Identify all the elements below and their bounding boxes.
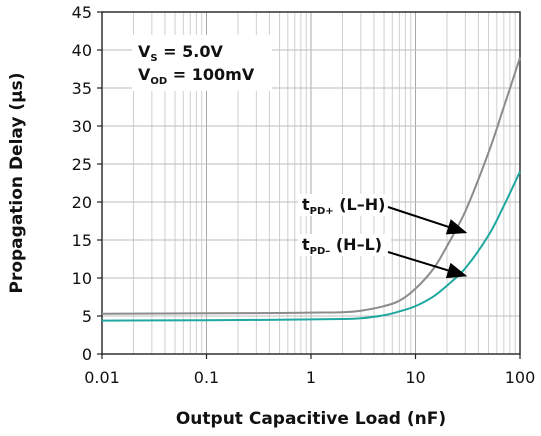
x-tick-label: 0.1 bbox=[194, 368, 219, 387]
y-tick-label: 25 bbox=[72, 155, 92, 174]
x-tick-label: 1 bbox=[306, 368, 316, 387]
y-axis-title: Propagation Delay (µs) bbox=[7, 72, 27, 293]
x-tick-label: 10 bbox=[405, 368, 425, 387]
y-tick-label: 35 bbox=[72, 79, 92, 98]
axis-ticks: 0 5 10 15 20 25 30 35 40 45 0.01 0.1 1 10 100 bbox=[72, 3, 536, 387]
y-tick-label: 20 bbox=[72, 193, 92, 212]
callout-arrow bbox=[387, 251, 468, 279]
x-axis-title: Output Capacitive Load (nF) bbox=[176, 409, 446, 429]
y-tick-label: 45 bbox=[72, 3, 92, 22]
y-tick-label: 40 bbox=[72, 41, 92, 60]
y-tick-label: 30 bbox=[72, 117, 92, 136]
y-tick-label: 5 bbox=[82, 307, 92, 326]
series-line bbox=[101, 171, 521, 322]
series-label-background bbox=[298, 234, 391, 256]
y-tick-label: 15 bbox=[72, 231, 92, 250]
series-label-background bbox=[298, 194, 391, 216]
callout-arrow bbox=[387, 206, 468, 235]
x-tick-label: 100 bbox=[505, 368, 536, 387]
condition-label: VS = 5.0V bbox=[138, 42, 223, 64]
conditions-box bbox=[132, 35, 272, 91]
y-tick-label: 0 bbox=[82, 345, 92, 364]
y-tick-label: 10 bbox=[72, 269, 92, 288]
condition-label: VOD = 100mV bbox=[138, 65, 255, 87]
series-line bbox=[101, 57, 521, 315]
series-label: tPD+ (L–H) bbox=[302, 195, 385, 217]
series-label: tPD– (H–L) bbox=[302, 235, 382, 257]
x-tick-label: 0.01 bbox=[84, 368, 120, 387]
series-layer bbox=[101, 57, 521, 322]
